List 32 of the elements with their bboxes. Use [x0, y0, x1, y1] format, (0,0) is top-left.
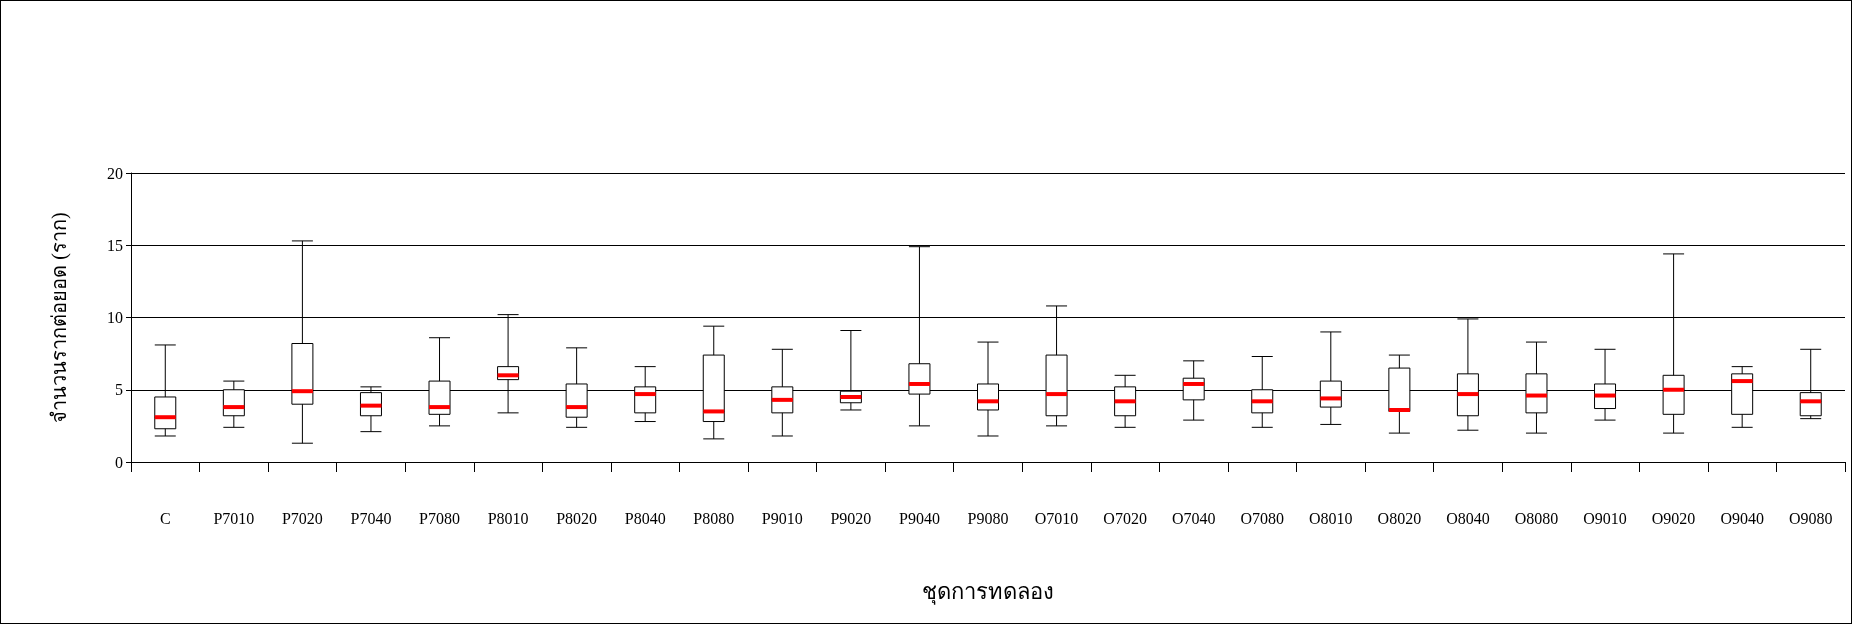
y-tick-label: 0 — [115, 453, 123, 471]
y-axis-title: จำนวนรากต่อยอด (ราก) — [48, 212, 71, 423]
x-tick-label: P9010 — [761, 509, 803, 527]
x-tick-label: P8080 — [693, 509, 735, 527]
y-tick-label: 15 — [107, 236, 123, 254]
x-tick-label: O9010 — [1583, 509, 1627, 527]
x-tick-label: O7040 — [1171, 509, 1216, 527]
y-tick-label: 10 — [107, 309, 123, 326]
x-tick-label: P8010 — [487, 509, 529, 527]
x-tick-label: P7080 — [419, 509, 460, 527]
x-tick-label: O8080 — [1514, 509, 1559, 527]
x-tick-label: P7020 — [281, 509, 323, 527]
x-tick-label: O8020 — [1377, 509, 1422, 527]
x-tick-label: P7040 — [350, 509, 392, 527]
x-axis-title: ชุดการทดลอง — [922, 578, 1054, 605]
x-tick-label: P9080 — [967, 509, 1009, 527]
x-tick-label: P8020 — [556, 509, 598, 527]
x-tick-label: O9020 — [1651, 509, 1696, 527]
x-tick-label: P9020 — [830, 509, 872, 527]
x-tick-label: C — [159, 509, 171, 527]
y-tick-label: 5 — [115, 381, 123, 399]
x-tick-label: O8010 — [1309, 509, 1353, 527]
x-tick-label: P7010 — [213, 509, 255, 527]
x-tick-label: O7010 — [1034, 509, 1079, 527]
x-tick-label: O7020 — [1103, 509, 1147, 527]
x-tick-label: P8040 — [624, 509, 666, 527]
x-tick-label: P9040 — [898, 509, 940, 527]
x-tick-label: O9080 — [1788, 509, 1833, 527]
y-tick-label: 20 — [107, 164, 123, 182]
x-tick-label: O8040 — [1446, 509, 1490, 527]
x-tick-label: O7080 — [1240, 509, 1285, 527]
x-tick-label: O9040 — [1720, 509, 1764, 527]
